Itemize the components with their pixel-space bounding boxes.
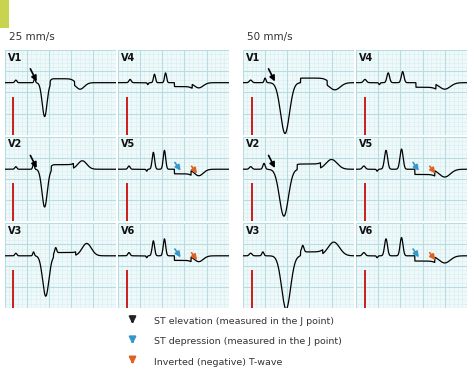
Bar (126, 270, 128, 308)
Bar (126, 97, 128, 135)
Bar (12, 183, 15, 221)
Text: V2: V2 (8, 139, 22, 149)
Bar (251, 270, 253, 308)
Text: V1: V1 (8, 53, 22, 63)
Bar (364, 97, 366, 135)
Bar (0, 0, 9, 28)
Text: V5: V5 (359, 139, 374, 149)
Text: 25 mm/s: 25 mm/s (9, 32, 55, 42)
Text: V6: V6 (359, 226, 374, 236)
Text: ST elevation (measured in the J point): ST elevation (measured in the J point) (154, 317, 334, 326)
Bar (126, 183, 128, 221)
Text: V4: V4 (121, 53, 136, 63)
Bar (251, 183, 253, 221)
Text: ST depression (measured in the J point): ST depression (measured in the J point) (154, 338, 341, 347)
Text: Inverted (negative) T-wave: Inverted (negative) T-wave (154, 358, 282, 367)
Bar (12, 97, 15, 135)
Text: V3: V3 (246, 226, 261, 236)
Bar (12, 270, 15, 308)
Text: 50 mm/s: 50 mm/s (247, 32, 293, 42)
Text: V2: V2 (246, 139, 261, 149)
Text: V6: V6 (121, 226, 136, 236)
Text: Left bundle branch block at two different paper speeds: Left bundle branch block at two differen… (12, 8, 380, 21)
Text: V3: V3 (8, 226, 22, 236)
Bar (364, 183, 366, 221)
Text: V4: V4 (359, 53, 374, 63)
Text: V1: V1 (246, 53, 261, 63)
Bar (364, 270, 366, 308)
Text: V5: V5 (121, 139, 136, 149)
Bar (251, 97, 253, 135)
